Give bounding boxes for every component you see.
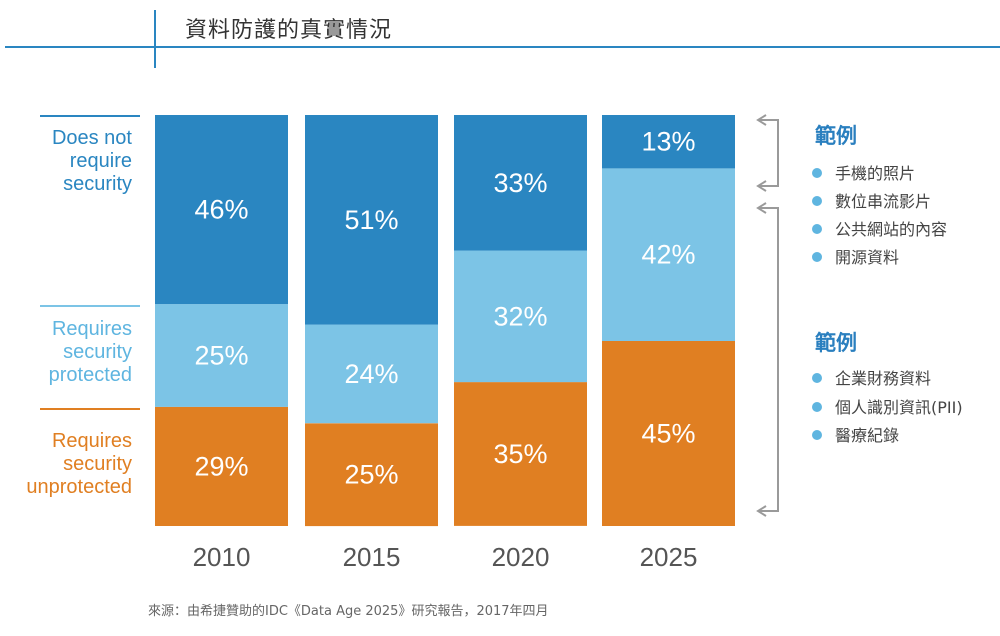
legend-item: 手機的照片 [812, 160, 915, 184]
side-rule-bottom [40, 408, 140, 410]
bar-segment-protected-2015 [305, 324, 438, 424]
legend-heading-2: 範例 [815, 331, 857, 355]
legend-item: 個人識別資訊(PII) [812, 394, 963, 418]
data-label: 25% [344, 460, 398, 490]
bullet-dot-icon [812, 430, 822, 440]
bullet-dot-icon [812, 402, 822, 412]
label-requires-security-unprotected: Requires security unprotected [26, 430, 132, 499]
bar-segment-does-not-require-2010 [155, 115, 288, 305]
bullet-dot-icon [812, 373, 822, 383]
legend-item: 醫療紀錄 [812, 422, 899, 446]
label-line: Requires [51, 318, 132, 340]
bar-segment-unprotected-2010 [155, 406, 288, 526]
data-label: 45% [641, 419, 695, 449]
data-label: 24% [344, 359, 398, 389]
label-requires-security-protected: Requires security protected [49, 318, 132, 387]
bar-segment-unprotected-2025 [602, 341, 735, 526]
bar-segment-protected-2020 [454, 250, 587, 383]
data-label: 35% [493, 439, 547, 469]
legend-item: 企業財務資料 [812, 365, 931, 389]
x-tick-label: 2015 [343, 542, 401, 572]
bar-segment-protected-2025 [602, 168, 735, 341]
bar-segment-protected-2010 [155, 304, 288, 407]
legend-item: 數位串流影片 [812, 188, 931, 212]
side-rule-middle [40, 305, 140, 307]
label-line: require [69, 150, 132, 172]
bullet-dot-icon [812, 224, 822, 234]
label-line: Does not [51, 127, 132, 149]
header-rule-horizontal [5, 46, 1000, 48]
bar-segment-does-not-require-2020 [454, 115, 587, 251]
bullet-dot-icon [812, 196, 822, 206]
legend-item: 開源資料 [812, 244, 899, 268]
bracket-arrow-icon-top [756, 114, 779, 192]
legend-heading-1: 範例 [815, 124, 857, 148]
data-label: 33% [493, 168, 547, 198]
side-rule-top [40, 115, 140, 117]
legend-item-label: 企業財務資料 [835, 369, 932, 388]
data-label: 25% [194, 340, 248, 370]
legend-item-label: 公共網站的內容 [835, 220, 948, 239]
data-label: 32% [493, 301, 547, 331]
chart-title: 資料防護的真實情況 [185, 18, 393, 43]
bullet-dot-icon [812, 168, 822, 178]
label-line: security [63, 453, 132, 475]
x-tick-label: 2020 [492, 542, 550, 572]
data-label: 29% [194, 451, 248, 481]
label-does-not-require-security: Does not require security [52, 127, 132, 196]
bar-segment-does-not-require-2015 [305, 115, 438, 325]
bar-segment-does-not-require-2025 [602, 115, 735, 169]
header-rule-vertical [154, 10, 156, 68]
label-line: security [63, 341, 132, 363]
legend-item: 公共網站的內容 [812, 216, 947, 240]
legend-item-label: 個人識別資訊(PII) [835, 398, 963, 417]
data-label: 46% [194, 195, 248, 225]
legend-item-label: 開源資料 [835, 248, 900, 267]
source-note: 來源：由希捷贊助的IDC《Data Age 2025》研究報告，2017年四月 [148, 604, 549, 619]
label-line: unprotected [26, 476, 132, 498]
label-line: security [63, 173, 132, 195]
x-tick-label: 2025 [640, 542, 698, 572]
data-label: 51% [344, 205, 398, 235]
x-tick-label: 2010 [193, 542, 251, 572]
bar-segment-unprotected-2020 [454, 382, 587, 526]
legend-item-label: 醫療紀錄 [835, 426, 900, 445]
data-label: 13% [641, 127, 695, 157]
data-label: 42% [641, 240, 695, 270]
legend-item-label: 手機的照片 [835, 164, 916, 183]
bracket-arrow-icon-bottom [756, 202, 779, 517]
legend-item-label: 數位串流影片 [835, 192, 932, 211]
bullet-dot-icon [812, 252, 822, 262]
bar-segment-unprotected-2015 [305, 423, 438, 527]
label-line: Requires [51, 430, 132, 452]
label-line: protected [48, 364, 132, 386]
